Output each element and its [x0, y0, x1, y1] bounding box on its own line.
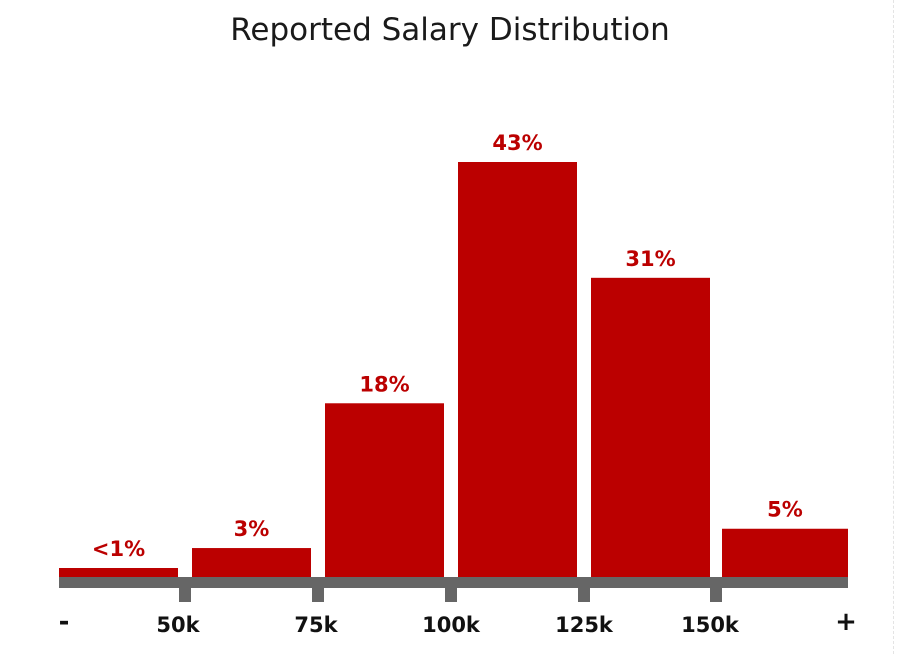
x-tick-label-4: 125k [555, 613, 614, 637]
x-tick-1 [312, 587, 324, 602]
bar-3 [458, 162, 577, 577]
chart-title: Reported Salary Distribution [230, 12, 670, 48]
page-edge [893, 0, 900, 654]
x-tick-3 [578, 587, 590, 602]
bar-value-label-2: 18% [359, 372, 409, 396]
x-tick-label-0: - [59, 607, 70, 637]
x-tick-0 [179, 587, 191, 602]
bar-1 [192, 548, 311, 577]
bar-5 [722, 528, 848, 577]
x-tick-label-3: 100k [422, 613, 481, 637]
x-axis-labels-group: - 50k 75k 100k 125k 150k + [59, 607, 857, 637]
bar-value-label-1: 3% [234, 517, 270, 541]
bar-4 [591, 277, 710, 577]
bar-value-label-3: 43% [492, 131, 542, 155]
bar-value-label-0: <1% [92, 537, 145, 561]
bars-group [59, 162, 848, 577]
x-axis-ticks-group [179, 587, 722, 602]
x-tick-label-1: 50k [156, 613, 200, 637]
bar-value-label-5: 5% [767, 498, 803, 522]
bar-labels-group: <1% 3% 18% 43% 31% 5% [92, 131, 803, 561]
x-tick-4 [710, 587, 722, 602]
x-tick-label-6: + [835, 607, 857, 637]
x-axis-line [59, 577, 848, 588]
x-tick-label-2: 75k [294, 613, 338, 637]
x-tick-2 [445, 587, 457, 602]
bar-0 [59, 568, 178, 577]
x-tick-label-5: 150k [681, 613, 740, 637]
bar-value-label-4: 31% [625, 247, 675, 271]
bar-2 [325, 403, 444, 577]
